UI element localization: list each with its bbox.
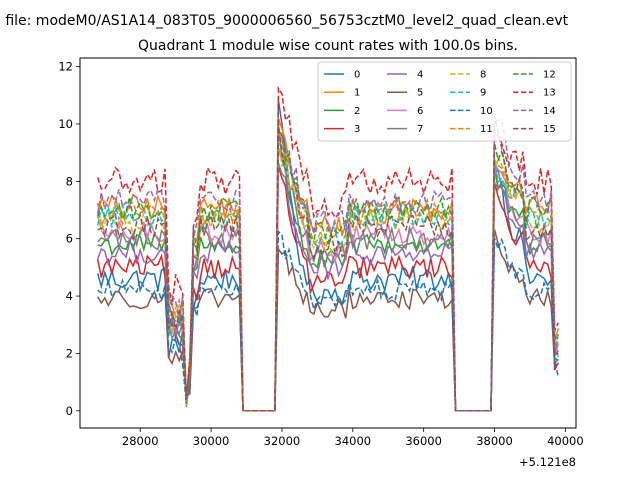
y-tick-label: 2	[66, 346, 73, 360]
legend-label: 5	[417, 88, 423, 99]
legend-label: 12	[543, 70, 556, 81]
series-layer	[96, 85, 560, 412]
legend-label: 6	[417, 106, 423, 117]
x-tick-label: 38000	[476, 434, 513, 448]
x-tick-label: 40000	[547, 434, 584, 448]
legend-label: 3	[354, 124, 360, 135]
legend-label: 9	[480, 88, 486, 99]
y-tick-label: 8	[66, 174, 73, 188]
series-line-15	[97, 115, 559, 412]
chart-title: Quadrant 1 module wise count rates with …	[138, 38, 518, 54]
axes-frame	[79, 57, 577, 429]
series-line-12	[97, 127, 559, 412]
y-axis: 0 2 4 6 8 10 12	[58, 60, 80, 418]
y-tick-label: 10	[58, 117, 73, 131]
legend-label: 11	[480, 124, 493, 135]
legend-label: 7	[417, 124, 423, 135]
legend-label: 0	[354, 70, 360, 81]
series-line-13	[96, 85, 559, 412]
legend-label: 13	[543, 88, 556, 99]
legend-label: 1	[354, 88, 360, 99]
legend-label: 2	[354, 106, 360, 117]
x-tick-label: 36000	[405, 434, 442, 448]
x-offset-text: +5.121e8	[519, 455, 576, 469]
y-tick-label: 12	[58, 60, 73, 74]
legend-label: 14	[543, 106, 556, 117]
x-tick-label: 28000	[122, 434, 159, 448]
legend-label: 10	[480, 106, 493, 117]
y-tick-label: 4	[66, 289, 73, 303]
plot-area	[79, 57, 577, 429]
legend-label: 8	[480, 70, 486, 81]
figure-suptitle: n file: modeM0/AS1A14_083T05_9000006560_…	[0, 13, 569, 29]
y-tick-label: 0	[66, 404, 73, 418]
x-tick-label: 32000	[264, 434, 301, 448]
legend-label: 15	[543, 124, 556, 135]
series-line-14	[96, 119, 559, 412]
x-tick-label: 30000	[193, 434, 230, 448]
x-tick-label: 34000	[335, 434, 372, 448]
legend-label: 4	[417, 70, 423, 81]
legend-frame	[317, 61, 572, 142]
x-axis: 28000 30000 32000 34000 36000 38000 40000	[122, 428, 584, 448]
y-tick-label: 6	[66, 232, 73, 246]
